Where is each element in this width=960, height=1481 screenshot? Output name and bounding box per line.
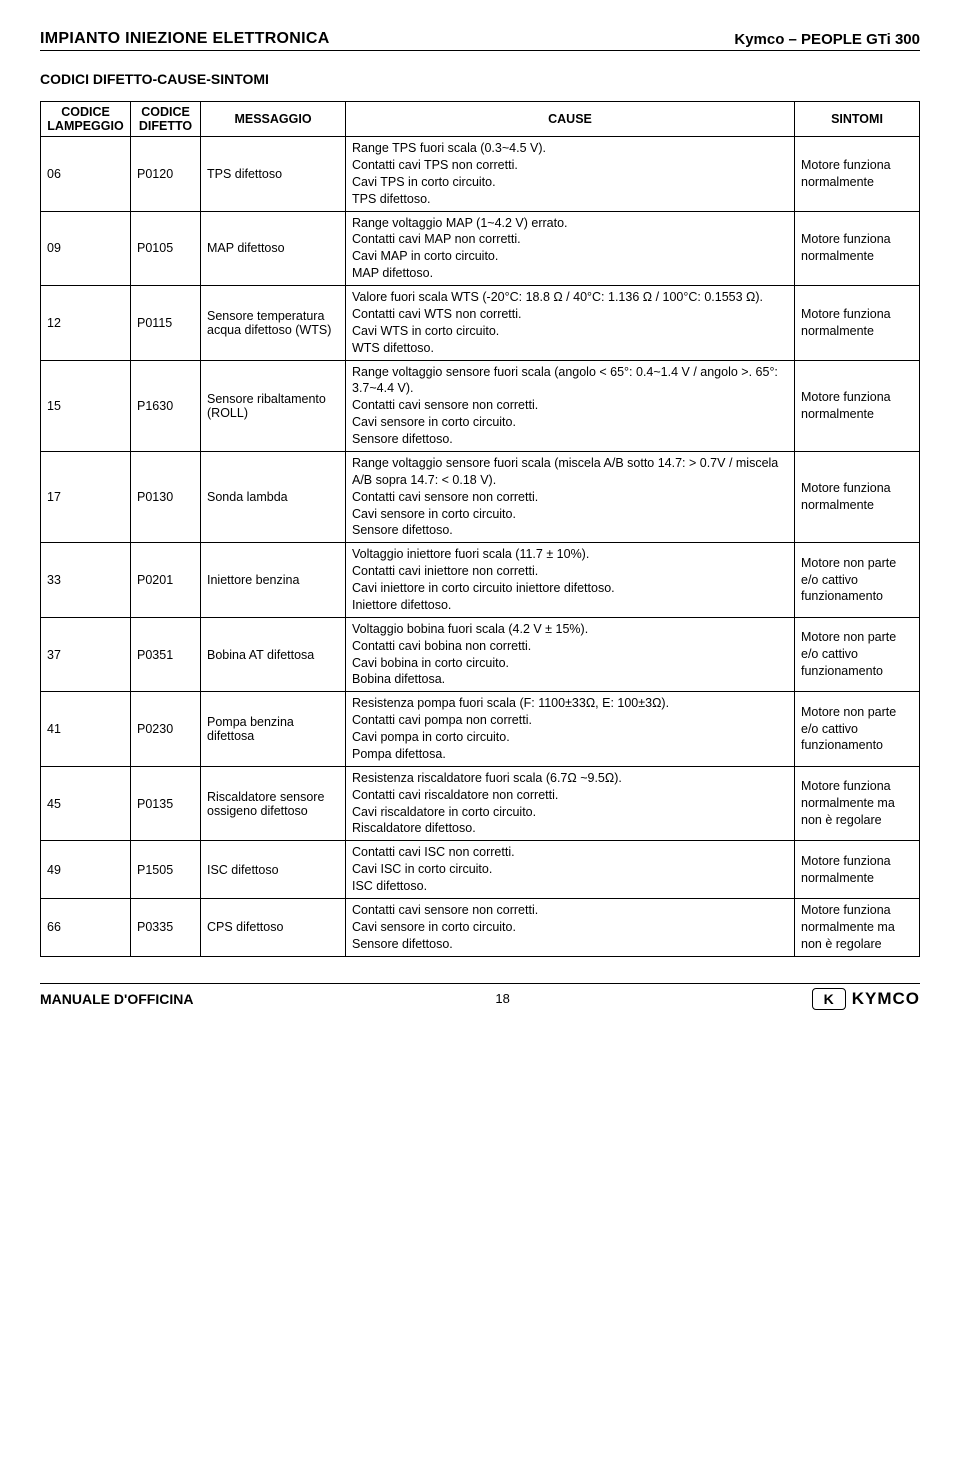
cell-sym: Motore non parte e/o cattivo funzionamen…: [795, 543, 920, 618]
cell-sym: Motore non parte e/o cattivo funzionamen…: [795, 692, 920, 767]
cell-sym: Motore funziona normalmente: [795, 451, 920, 542]
cell-lamp: 45: [41, 766, 131, 841]
cell-code: P0351: [131, 617, 201, 692]
cell-cause: Valore fuori scala WTS (-20°C: 18.8 Ω / …: [346, 286, 795, 361]
section-title: CODICI DIFETTO-CAUSE-SINTOMI: [40, 71, 920, 87]
cell-msg: Iniettore benzina: [201, 543, 346, 618]
table-row: 33P0201Iniettore benzinaVoltaggio iniett…: [41, 543, 920, 618]
header-left: IMPIANTO INIEZIONE ELETTRONICA: [40, 30, 330, 48]
footer-left: MANUALE D'OFFICINA: [40, 991, 193, 1007]
col-header-code: CODICE DIFETTO: [131, 102, 201, 137]
cell-cause: Range voltaggio sensore fuori scala (ang…: [346, 360, 795, 451]
table-row: 17P0130Sonda lambdaRange voltaggio senso…: [41, 451, 920, 542]
cell-sym: Motore funziona normalmente ma non è reg…: [795, 898, 920, 956]
cell-code: P0130: [131, 451, 201, 542]
cell-lamp: 66: [41, 898, 131, 956]
cell-cause: Resistenza pompa fuori scala (F: 1100±33…: [346, 692, 795, 767]
cell-code: P0335: [131, 898, 201, 956]
cell-cause: Voltaggio iniettore fuori scala (11.7 ± …: [346, 543, 795, 618]
cell-msg: Sensore ribaltamento (ROLL): [201, 360, 346, 451]
cell-sym: Motore non parte e/o cattivo funzionamen…: [795, 617, 920, 692]
table-row: 06P0120TPS difettosoRange TPS fuori scal…: [41, 137, 920, 212]
cell-msg: TPS difettoso: [201, 137, 346, 212]
page-header: IMPIANTO INIEZIONE ELETTRONICA Kymco – P…: [40, 30, 920, 51]
kymco-logo-text: KYMCO: [852, 989, 920, 1009]
cell-code: P0115: [131, 286, 201, 361]
cell-cause: Voltaggio bobina fuori scala (4.2 V ± 15…: [346, 617, 795, 692]
table-row: 37P0351Bobina AT difettosaVoltaggio bobi…: [41, 617, 920, 692]
cell-cause: Resistenza riscaldatore fuori scala (6.7…: [346, 766, 795, 841]
cell-code: P0120: [131, 137, 201, 212]
cell-sym: Motore funziona normalmente: [795, 137, 920, 212]
cell-lamp: 09: [41, 211, 131, 286]
col-header-sym: SINTOMI: [795, 102, 920, 137]
cell-cause: Range TPS fuori scala (0.3~4.5 V).Contat…: [346, 137, 795, 212]
table-row: 15P1630Sensore ribaltamento (ROLL)Range …: [41, 360, 920, 451]
footer-logo: K KYMCO: [812, 988, 920, 1010]
cell-code: P0105: [131, 211, 201, 286]
col-header-lamp: CODICE LAMPEGGIO: [41, 102, 131, 137]
cell-cause: Range voltaggio sensore fuori scala (mis…: [346, 451, 795, 542]
col-header-cause: CAUSE: [346, 102, 795, 137]
cell-cause: Contatti cavi sensore non corretti.Cavi …: [346, 898, 795, 956]
cell-code: P1630: [131, 360, 201, 451]
cell-code: P1505: [131, 841, 201, 899]
cell-msg: CPS difettoso: [201, 898, 346, 956]
table-row: 49P1505ISC difettosoContatti cavi ISC no…: [41, 841, 920, 899]
cell-cause: Contatti cavi ISC non corretti.Cavi ISC …: [346, 841, 795, 899]
footer-page-number: 18: [495, 991, 509, 1006]
cell-msg: Sensore temperatura acqua difettoso (WTS…: [201, 286, 346, 361]
cell-lamp: 37: [41, 617, 131, 692]
cell-lamp: 49: [41, 841, 131, 899]
cell-code: P0201: [131, 543, 201, 618]
cell-sym: Motore funziona normalmente: [795, 360, 920, 451]
cell-sym: Motore funziona normalmente: [795, 841, 920, 899]
table-header-row: CODICE LAMPEGGIO CODICE DIFETTO MESSAGGI…: [41, 102, 920, 137]
table-row: 66P0335CPS difettosoContatti cavi sensor…: [41, 898, 920, 956]
cell-cause: Range voltaggio MAP (1~4.2 V) errato.Con…: [346, 211, 795, 286]
cell-sym: Motore funziona normalmente ma non è reg…: [795, 766, 920, 841]
cell-msg: ISC difettoso: [201, 841, 346, 899]
cell-msg: Bobina AT difettosa: [201, 617, 346, 692]
cell-lamp: 06: [41, 137, 131, 212]
cell-lamp: 17: [41, 451, 131, 542]
cell-lamp: 15: [41, 360, 131, 451]
col-header-msg: MESSAGGIO: [201, 102, 346, 137]
fault-codes-table: CODICE LAMPEGGIO CODICE DIFETTO MESSAGGI…: [40, 101, 920, 957]
table-row: 45P0135Riscaldatore sensore ossigeno dif…: [41, 766, 920, 841]
header-right: Kymco – PEOPLE GTi 300: [734, 31, 920, 48]
cell-code: P0230: [131, 692, 201, 767]
cell-code: P0135: [131, 766, 201, 841]
cell-msg: Pompa benzina difettosa: [201, 692, 346, 767]
cell-msg: MAP difettoso: [201, 211, 346, 286]
cell-msg: Riscaldatore sensore ossigeno difettoso: [201, 766, 346, 841]
cell-msg: Sonda lambda: [201, 451, 346, 542]
cell-lamp: 33: [41, 543, 131, 618]
table-row: 12P0115Sensore temperatura acqua difetto…: [41, 286, 920, 361]
page-footer: MANUALE D'OFFICINA 18 K KYMCO: [40, 983, 920, 1010]
cell-sym: Motore funziona normalmente: [795, 211, 920, 286]
table-row: 09P0105MAP difettosoRange voltaggio MAP …: [41, 211, 920, 286]
cell-lamp: 12: [41, 286, 131, 361]
cell-sym: Motore funziona normalmente: [795, 286, 920, 361]
kymco-badge-icon: K: [812, 988, 846, 1010]
cell-lamp: 41: [41, 692, 131, 767]
table-row: 41P0230Pompa benzina difettosaResistenza…: [41, 692, 920, 767]
